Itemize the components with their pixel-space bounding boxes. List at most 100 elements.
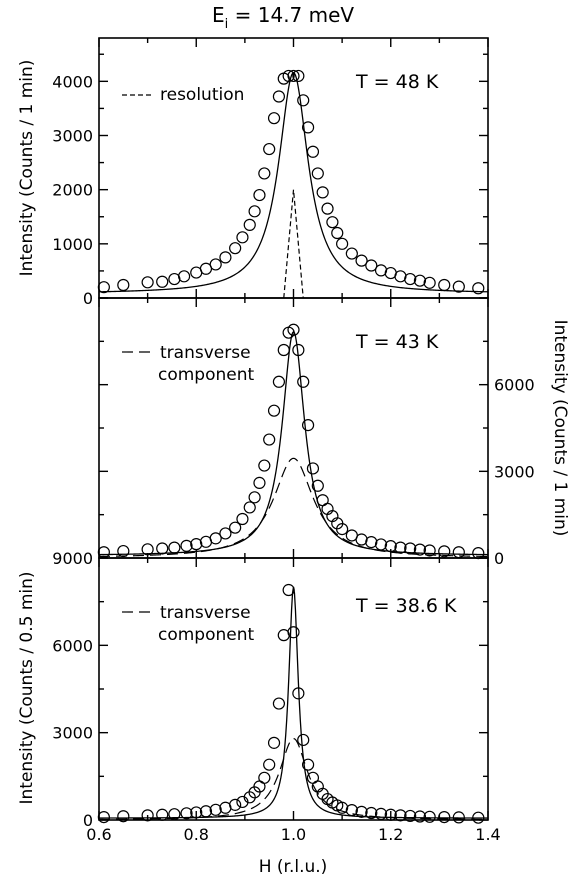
middle-temperature-label: T = 43 K [355, 331, 439, 353]
bottom-data-point [156, 808, 169, 821]
top-data-point [292, 69, 305, 83]
middle-data-point [301, 419, 315, 432]
top-data-point [311, 167, 324, 180]
bottom-data-point [423, 810, 436, 823]
bottom-data-point [355, 805, 368, 818]
bottom-ytick-label: 9000 [52, 549, 93, 568]
top-data-point [321, 202, 334, 215]
top-data-point [243, 218, 256, 231]
top-data-point [301, 121, 315, 134]
top-data-point [248, 205, 261, 218]
middle-data-point [413, 543, 427, 556]
top-ylabel: Intensity (Counts / 1 min) [17, 60, 37, 277]
middle-legend-line2: component [158, 365, 255, 385]
middle-data-point [423, 544, 436, 557]
x-tick-label: 0.8 [184, 825, 209, 844]
bottom-ytick-label: 6000 [52, 636, 93, 655]
top-data-point [438, 278, 451, 292]
bottom-data-point [267, 736, 281, 749]
top-data-point [413, 274, 427, 287]
bottom-data-point [209, 803, 222, 816]
top-data-point [141, 276, 154, 289]
top-data-point [258, 167, 271, 180]
top-data-point [263, 142, 276, 156]
middle-data-point [272, 375, 286, 388]
top-data-point [156, 275, 169, 288]
bottom-ytick-label: 0 [83, 811, 93, 830]
middle-data-point [263, 433, 276, 446]
top-data-point [287, 69, 300, 83]
top-data-point [452, 280, 465, 293]
x-tick-label: 1.0 [281, 825, 306, 844]
x-tick-label: 1.4 [475, 825, 500, 844]
middle-data-point [374, 538, 388, 551]
panel-bottom: Intensity (Counts / 0.5 min) T = 38.6 K … [17, 549, 501, 877]
bottom-data-point [438, 810, 451, 824]
bottom-data-point [301, 758, 315, 771]
middle-data-point [297, 375, 310, 388]
top-data-point [272, 90, 286, 103]
bottom-data-point [117, 810, 130, 823]
panel-middle: Intensity (Counts / 1 min) T = 43 K tran… [97, 297, 570, 568]
top-data-point [282, 69, 295, 83]
top-data-point [236, 231, 249, 244]
middle-data-point [258, 459, 271, 472]
middle-data-point [287, 323, 300, 336]
panel-top: Intensity (Counts / 1 min) T = 48 K reso… [17, 37, 489, 308]
middle-transverse-curve [98, 457, 489, 558]
top-data-point [253, 188, 266, 202]
bottom-data-point [374, 807, 388, 820]
middle-data-point [253, 476, 266, 489]
middle-data-point [190, 538, 203, 551]
middle-data-point [277, 343, 290, 357]
top-data-point [97, 281, 110, 294]
bottom-xlabel: H (r.l.u.) [259, 857, 328, 877]
middle-data-point [438, 545, 451, 558]
middle-data-point [248, 491, 261, 504]
middle-ytick-label: 3000 [494, 462, 535, 481]
bottom-data-point [180, 807, 193, 820]
middle-data-point [311, 479, 324, 492]
bottom-data-point [258, 771, 271, 784]
bottom-data-point [297, 733, 310, 747]
figure-title: Ei = 14.7 meV [212, 3, 354, 32]
top-data-point [404, 272, 417, 286]
top-ytick-label: 3000 [52, 127, 93, 146]
middle-legend-line1: transverse [160, 343, 251, 363]
middle-data-point [365, 536, 378, 549]
bottom-fit-curve [98, 586, 489, 819]
middle-data-point [336, 523, 349, 536]
bottom-data-point [272, 697, 286, 710]
top-data-point [229, 242, 242, 255]
bottom-data-point [263, 758, 276, 771]
bottom-data-point [141, 809, 154, 822]
top-data-point [345, 247, 358, 260]
bottom-data-point [404, 809, 417, 823]
bottom-data-point [384, 808, 397, 821]
bottom-data-point [168, 808, 181, 821]
bottom-data-point [365, 806, 378, 820]
bottom-transverse-curve [98, 737, 489, 820]
bottom-data-point [394, 809, 407, 822]
top-legend-label: resolution [160, 85, 244, 105]
middle-ylabel: Intensity (Counts / 1 min) [550, 320, 570, 537]
middle-data-point [229, 521, 242, 534]
top-data-point [177, 270, 191, 283]
top-data-point [331, 226, 344, 240]
x-tick-label: 0.6 [86, 825, 111, 844]
middle-ytick-label: 6000 [494, 376, 535, 395]
middle-data-point [141, 543, 154, 556]
top-data-point [209, 258, 222, 271]
middle-data-point [236, 512, 249, 526]
middle-data-point [219, 527, 232, 540]
middle-data-point [243, 501, 256, 514]
top-data-point [326, 216, 339, 229]
top-data-point [267, 112, 281, 125]
bottom-data-point [413, 810, 427, 823]
top-data-point [117, 278, 130, 292]
bottom-ylabel: Intensity (Counts / 0.5 min) [17, 571, 37, 804]
top-ytick-label: 2000 [52, 181, 93, 200]
top-ytick-label: 1000 [52, 235, 93, 254]
top-temperature-label: T = 48 K [355, 71, 439, 93]
